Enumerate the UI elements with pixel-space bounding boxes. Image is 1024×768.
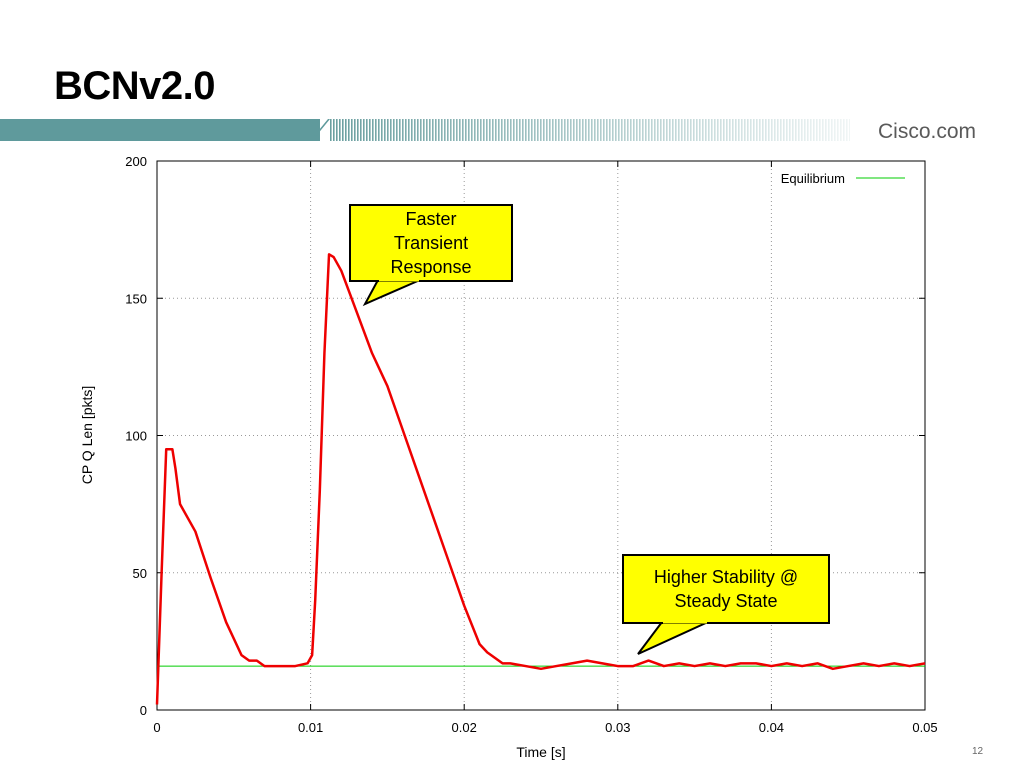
callout-stability-text: Higher Stability @ Steady State: [653, 567, 799, 611]
x-tick-label: 0.03: [605, 720, 630, 735]
y-tick-label: 100: [125, 429, 147, 444]
callout-pointer-transient: [362, 279, 421, 307]
x-tick-label: 0: [153, 720, 160, 735]
callout-transient-text: Faster Transient Response: [390, 209, 472, 277]
y-tick-label: 150: [125, 291, 147, 306]
brand-logo-text: Cisco.com: [878, 120, 977, 143]
slide-title: BCNv2.0: [54, 64, 216, 108]
x-tick-label: 0.02: [452, 720, 477, 735]
legend: Equilibrium: [781, 171, 905, 186]
series-line-queue-length: [155, 253, 926, 705]
y-tick-label: 0: [140, 703, 147, 718]
y-axis-label: CP Q Len [pkts]: [79, 386, 95, 485]
y-tick-label: 200: [125, 154, 147, 169]
x-tick-label: 0.04: [759, 720, 784, 735]
callout-pointer-stability: [637, 621, 709, 655]
y-tick-label: 50: [133, 566, 147, 581]
callout-faster-transient-response: Faster Transient Response: [349, 204, 513, 282]
series-lines: [155, 253, 926, 705]
x-tick-label: 0.01: [298, 720, 323, 735]
callout-higher-stability: Higher Stability @ Steady State: [622, 554, 830, 624]
grid-lines: [157, 161, 925, 710]
legend-label-equilibrium: Equilibrium: [781, 171, 845, 186]
x-axis-label: Time [s]: [516, 744, 565, 760]
x-tick-label: 0.05: [912, 720, 937, 735]
axis-ticks: 0 0.01 0.02 0.03 0.04 0.05 0 50 100 150 200: [125, 154, 937, 735]
header-band: [0, 119, 850, 141]
page-number: 12: [972, 746, 984, 757]
